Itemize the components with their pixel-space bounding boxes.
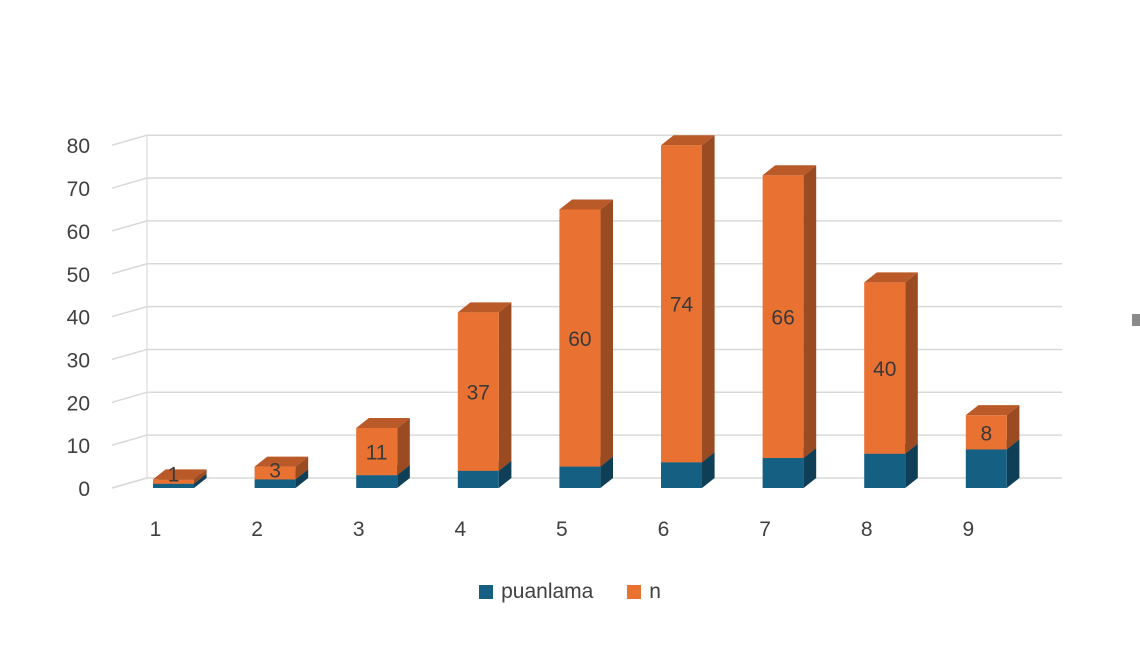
data-label-n-8: 40 bbox=[873, 358, 896, 381]
bar-top-n-8 bbox=[864, 272, 918, 283]
gridline-wall-70 bbox=[111, 177, 148, 189]
data-label-n-6: 74 bbox=[670, 294, 694, 317]
bar-n-2 bbox=[254, 466, 296, 480]
y-tick-label: 40 bbox=[67, 307, 90, 330]
bar-puanlama-9 bbox=[965, 449, 1007, 488]
bar-n-7 bbox=[762, 175, 804, 459]
bar-side-puanlama-9 bbox=[1006, 439, 1020, 488]
y-tick-label: 30 bbox=[67, 349, 90, 372]
y-tick-label: 10 bbox=[67, 435, 90, 458]
gridline-wall-80 bbox=[111, 134, 148, 146]
bar-puanlama-2 bbox=[254, 479, 296, 488]
bar-puanlama-3 bbox=[356, 475, 398, 488]
bar-n-4 bbox=[457, 312, 499, 471]
gridline-wall-10 bbox=[111, 434, 148, 446]
bar-side-puanlama-3 bbox=[397, 465, 410, 488]
x-tick-label: 1 bbox=[150, 518, 162, 541]
bar-side-n-4 bbox=[498, 302, 512, 471]
bar-top-n-1 bbox=[153, 469, 207, 480]
x-tick-label: 5 bbox=[556, 518, 568, 541]
x-tick-label: 6 bbox=[658, 518, 670, 541]
bar-side-puanlama-5 bbox=[600, 456, 613, 488]
data-label-n-9: 8 bbox=[980, 422, 992, 445]
bar-top-n-9 bbox=[965, 405, 1020, 416]
gridline-wall-0 bbox=[111, 477, 148, 489]
y-tick-label: 20 bbox=[67, 392, 90, 415]
bar-puanlama-7 bbox=[762, 458, 804, 488]
bar-puanlama-1 bbox=[153, 483, 194, 488]
x-tick-label: 7 bbox=[759, 518, 771, 541]
bar-top-n-5 bbox=[559, 199, 613, 210]
legend-item-puanlama: puanlama bbox=[479, 580, 593, 604]
bar-side-n-1 bbox=[194, 469, 207, 484]
bar-side-n-3 bbox=[397, 418, 410, 476]
bar-side-n-2 bbox=[295, 456, 309, 480]
bar-side-puanlama-6 bbox=[702, 452, 715, 488]
y-tick-label: 60 bbox=[67, 221, 90, 244]
data-label-n-5: 60 bbox=[568, 328, 591, 351]
bar-side-puanlama-4 bbox=[498, 460, 512, 488]
bar-side-puanlama-2 bbox=[295, 469, 309, 488]
y-tick-label: 80 bbox=[67, 135, 90, 158]
legend-swatch-puanlama bbox=[479, 585, 494, 599]
bar-side-n-6 bbox=[702, 135, 715, 463]
gridline-wall-50 bbox=[111, 263, 148, 275]
bar-puanlama-6 bbox=[661, 462, 702, 488]
bar-n-1 bbox=[153, 479, 194, 484]
legend-item-n: n bbox=[627, 580, 661, 604]
gridline-wall-20 bbox=[111, 391, 148, 404]
bar-side-puanlama-1 bbox=[194, 473, 207, 488]
gridline-wall-30 bbox=[111, 348, 148, 361]
bar-top-n-2 bbox=[254, 456, 309, 467]
bar-puanlama-8 bbox=[864, 453, 906, 488]
x-tick-label: 9 bbox=[962, 518, 974, 541]
bar-puanlama-5 bbox=[559, 466, 601, 488]
legend: puanlama n bbox=[0, 580, 1140, 605]
data-label-n-1: 1 bbox=[168, 464, 180, 487]
y-tick-label: 50 bbox=[67, 264, 90, 287]
bar-side-n-5 bbox=[600, 199, 613, 467]
bar-side-n-7 bbox=[803, 165, 817, 459]
bar-top-n-7 bbox=[762, 165, 817, 176]
bar-side-puanlama-7 bbox=[803, 448, 817, 488]
legend-label-n: n bbox=[649, 580, 661, 603]
data-label-n-3: 11 bbox=[366, 442, 388, 465]
x-tick-label: 8 bbox=[861, 518, 873, 541]
y-tick-label: 0 bbox=[78, 478, 90, 501]
bar-side-n-9 bbox=[1006, 405, 1020, 450]
data-label-n-2: 3 bbox=[269, 459, 281, 482]
x-tick-label: 2 bbox=[251, 518, 263, 541]
bar-side-puanlama-8 bbox=[905, 443, 918, 488]
data-label-n-7: 66 bbox=[771, 307, 794, 330]
data-label-n-4: 37 bbox=[467, 382, 490, 405]
bar-n-8 bbox=[864, 282, 906, 454]
gridline-wall-40 bbox=[111, 305, 148, 318]
x-tick-label: 3 bbox=[353, 518, 365, 541]
bar-puanlama-4 bbox=[457, 470, 499, 488]
x-tick-label: 4 bbox=[454, 518, 466, 541]
gridline-wall-60 bbox=[111, 220, 148, 232]
bar-n-3 bbox=[356, 428, 398, 476]
bar-top-n-3 bbox=[356, 418, 410, 429]
bar-top-n-6 bbox=[661, 135, 715, 146]
bar-n-9 bbox=[965, 415, 1007, 450]
bar-n-5 bbox=[559, 209, 601, 467]
resize-handle[interactable] bbox=[1132, 314, 1140, 326]
bar-n-6 bbox=[661, 145, 702, 463]
legend-label-puanlama: puanlama bbox=[501, 580, 594, 603]
bar-top-n-4 bbox=[457, 302, 512, 313]
bar-side-n-8 bbox=[905, 272, 918, 454]
legend-swatch-n bbox=[627, 585, 642, 599]
y-tick-label: 70 bbox=[67, 178, 90, 201]
